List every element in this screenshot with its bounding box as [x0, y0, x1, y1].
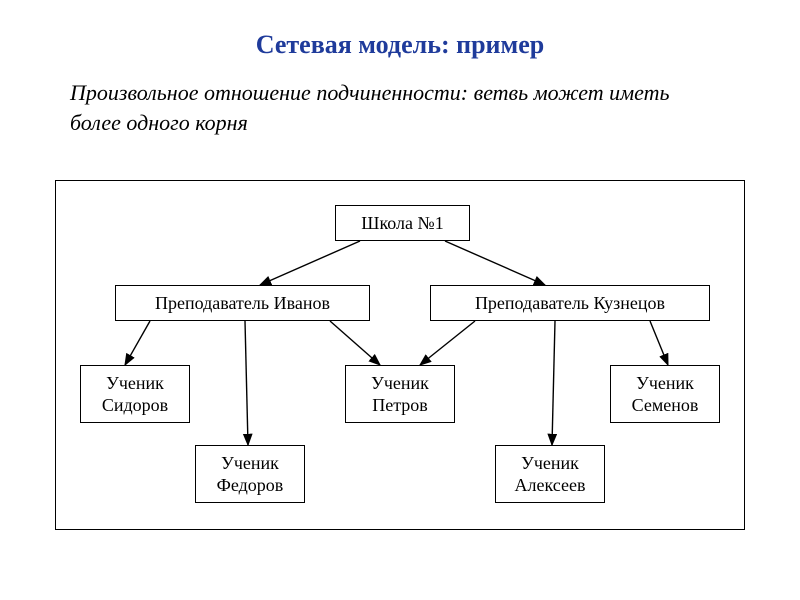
node-ivanov: Преподаватель Иванов [115, 285, 370, 321]
node-petrov: Ученик Петров [345, 365, 455, 423]
node-sidorov: Ученик Сидоров [80, 365, 190, 423]
node-fedorov: Ученик Федоров [195, 445, 305, 503]
node-school: Школа №1 [335, 205, 470, 241]
page-title: Сетевая модель: пример [0, 30, 800, 60]
node-semenov: Ученик Семенов [610, 365, 720, 423]
node-alekseev: Ученик Алексеев [495, 445, 605, 503]
node-kuznetsov: Преподаватель Кузнецов [430, 285, 710, 321]
page-subtitle: Произвольное отношение подчиненности: ве… [70, 78, 710, 137]
